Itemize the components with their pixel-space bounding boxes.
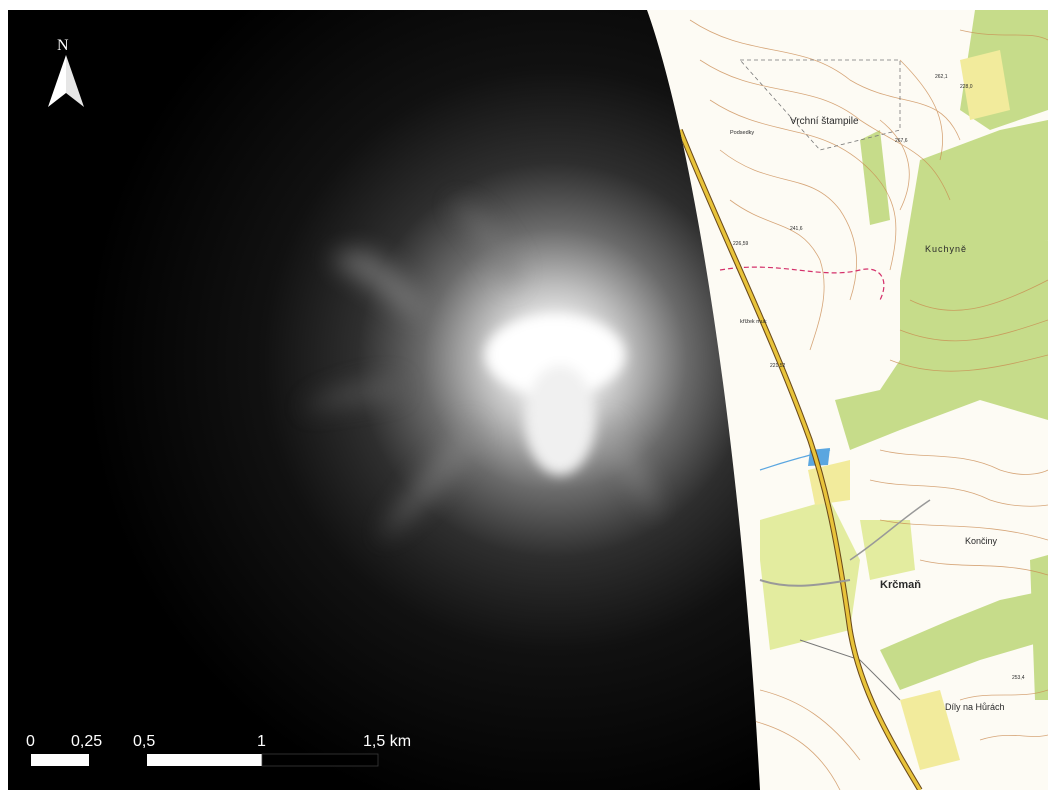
spot-height: 253,4: [1012, 675, 1025, 681]
scale-label-0: 0: [26, 733, 35, 750]
forest-area: [880, 590, 1048, 690]
spot-height: 221,52: [770, 363, 786, 369]
scale-label-05: 0,5: [133, 733, 155, 750]
forest-area: [860, 130, 890, 225]
scale-label-1: 1: [257, 733, 266, 750]
label-dily-na-hurach: Díly na Hůrách: [945, 702, 1005, 712]
field-area: [960, 50, 1010, 120]
north-arrow-icon: [48, 55, 84, 107]
forest-area: [835, 390, 900, 450]
scale-label-025: 0,25: [71, 733, 102, 750]
parcel-line: [739, 59, 901, 151]
stream: [759, 449, 831, 471]
contour-lines: [689, 19, 1048, 790]
spot-height: 262,1: [935, 74, 948, 80]
scale-bar-segment: [147, 754, 262, 766]
scale-bar-segment: [261, 753, 379, 767]
village-street: [759, 579, 851, 587]
label-vrchni-stampile: Vrchní štampile: [790, 116, 859, 127]
forest-area: [860, 240, 1048, 430]
label-podsedky: Podsedky: [730, 130, 754, 136]
forest-area: [900, 120, 1048, 280]
spot-height: 241,6: [790, 226, 803, 232]
north-letter: N: [57, 37, 69, 54]
spot-height: 228,0: [960, 84, 973, 90]
label-kuchyne: Kuchyně: [925, 244, 967, 254]
village-street: [849, 499, 931, 561]
path-line: [799, 639, 901, 701]
scale-bar-segment: [31, 754, 89, 766]
spot-height: 267,6: [895, 138, 908, 144]
spot-height: 226,59: [733, 241, 749, 247]
label-kremar: Krčmaň: [880, 579, 921, 591]
label-konciny: Končiny: [965, 536, 998, 546]
boundary-line: [719, 266, 885, 301]
scale-bar: 0 0,25 0,5 1 1,5 km: [26, 733, 411, 767]
forest-area: [1030, 555, 1048, 700]
main-road: [678, 129, 922, 790]
scale-label-15km: 1,5 km: [363, 733, 411, 750]
field-area: [900, 690, 960, 770]
label-muk: křížek muk: [740, 319, 767, 325]
village-area: [860, 520, 915, 580]
